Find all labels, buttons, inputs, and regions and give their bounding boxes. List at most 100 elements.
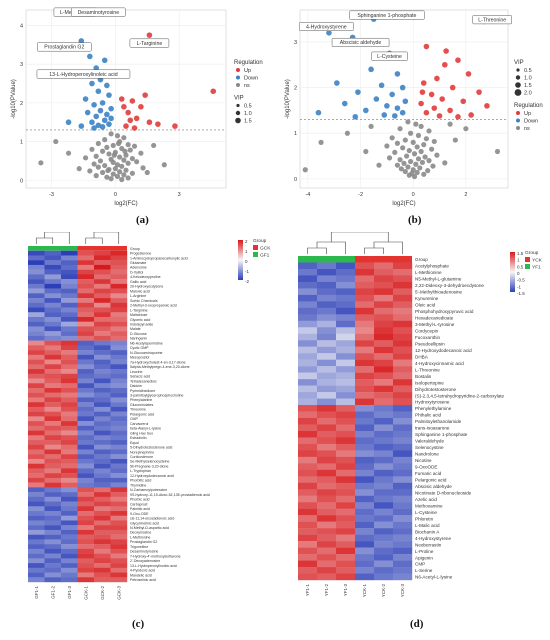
- ns-point: [104, 144, 110, 150]
- ns-point: [384, 143, 390, 149]
- ns-point: [302, 167, 308, 173]
- ns-point: [417, 165, 423, 171]
- ns-point: [411, 151, 418, 157]
- heatmap-cell: [110, 411, 128, 417]
- heatmap-cell: [110, 572, 128, 578]
- heatmap-cell: [44, 482, 62, 488]
- group-legend-label: YF1: [532, 265, 541, 271]
- heatmap-cell: [28, 406, 45, 412]
- heatmap-cell: [110, 487, 128, 493]
- ns-point: [122, 148, 128, 154]
- heatmap-cell: [77, 283, 95, 289]
- heatmap-cell: [28, 354, 45, 360]
- heatmap-cell: [336, 418, 356, 425]
- heatmap-cell: [44, 454, 62, 460]
- heatmap-cell: [94, 326, 111, 332]
- row-label: Nicotine: [415, 458, 432, 463]
- row-label: Leucine: [130, 370, 142, 374]
- heatmap-cell: [393, 372, 413, 380]
- ns-point: [129, 155, 135, 162]
- down-point: [341, 100, 348, 107]
- heatmap-cell: [336, 430, 356, 438]
- up-point: [423, 43, 430, 50]
- row-label: 5b-Pregnane-3,20-dione: [130, 464, 168, 468]
- row-label: Norepinephrine: [130, 450, 154, 454]
- color-scale-tick: 1.5: [517, 251, 524, 256]
- heatmap-cell: [317, 340, 337, 347]
- heatmap-cell: [28, 534, 45, 540]
- heatmap-cell: [298, 515, 318, 522]
- heatmap-cell: [336, 268, 356, 276]
- heatmap-cell: [77, 321, 95, 327]
- heatmap-cell: [393, 281, 413, 289]
- heatmap-cell: [336, 469, 356, 477]
- heatmap-cell: [77, 364, 95, 370]
- heatmap-cell: [393, 450, 413, 458]
- heatmap-cell: [317, 437, 337, 445]
- heatmap-cell: [44, 340, 62, 346]
- ns-point: [423, 136, 429, 142]
- heatmap-cell: [77, 331, 95, 337]
- ns-point: [418, 148, 424, 155]
- row-label: Palmitic acid: [130, 507, 150, 511]
- ns-point: [318, 139, 324, 145]
- up-point: [210, 88, 217, 95]
- heatmap-cell: [393, 534, 413, 542]
- color-scale-tick: -1: [245, 269, 249, 274]
- legend-title-vip: VIP: [234, 96, 244, 102]
- heatmap-cell: [94, 411, 111, 417]
- heatmap-cell: [44, 440, 62, 445]
- heatmap-cell: [355, 463, 375, 471]
- up-point: [142, 92, 148, 98]
- group-bar-cell: [110, 246, 127, 251]
- row-label: Corticosterone: [130, 455, 153, 459]
- y-tick-label: 0: [294, 177, 297, 183]
- heatmap-cell: [44, 411, 62, 417]
- ns-point: [99, 148, 106, 154]
- heatmap-cell: [336, 333, 356, 341]
- heatmap-cell: [44, 307, 62, 313]
- ns-point: [419, 159, 426, 166]
- heatmap-cell: [336, 385, 356, 393]
- down-point: [326, 30, 332, 36]
- heatmap-cell: [28, 298, 45, 303]
- row-label: 3-Methyl-L-tyrosine: [415, 322, 455, 327]
- color-scale-tick: -1: [517, 284, 521, 289]
- heatmap-cell: [28, 302, 45, 308]
- heatmap-cell: [374, 307, 394, 315]
- heatmap-cell: [355, 502, 375, 509]
- heatmap-cell: [44, 321, 62, 327]
- heatmap-cell: [44, 369, 62, 374]
- heatmap-cell: [44, 477, 62, 483]
- x-axis-label: log2(FC): [114, 201, 137, 207]
- heatmap-cell: [44, 572, 62, 578]
- row-label: Glyceric acid: [130, 318, 150, 322]
- heatmap-cell: [44, 425, 62, 431]
- heatmap-cell: [61, 406, 78, 412]
- heatmap-cell: [298, 424, 318, 432]
- heatmap-cell: [393, 443, 413, 451]
- heatmap-cell: [374, 573, 394, 581]
- heatmap-cell: [94, 468, 111, 474]
- heatmap-cell: [44, 283, 62, 289]
- row-label: L-Malic acid: [415, 523, 440, 528]
- heatmap-cell: [374, 508, 394, 516]
- heatmap-cell: [110, 255, 128, 261]
- heatmap-cell: [77, 501, 95, 507]
- heatmap-cell: [317, 398, 337, 406]
- heatmap-cell: [355, 528, 375, 535]
- heatmap-cell: [110, 378, 128, 384]
- heatmap-cell: [77, 260, 95, 266]
- heatmap-cell: [110, 260, 128, 266]
- heatmap-cell: [317, 430, 337, 438]
- heatmap-cell: [61, 421, 78, 427]
- heatmap-cell: [28, 335, 45, 341]
- heatmap-cell: [110, 425, 128, 431]
- heatmap-cell: [298, 534, 318, 542]
- row-label: L-Threonine: [415, 367, 440, 372]
- heatmap-cell: [393, 541, 413, 548]
- heatmap-cell: [77, 387, 95, 393]
- heatmap-cell: [110, 264, 128, 270]
- row-label: Bostalin: [415, 374, 432, 379]
- heatmap-cell: [28, 515, 45, 521]
